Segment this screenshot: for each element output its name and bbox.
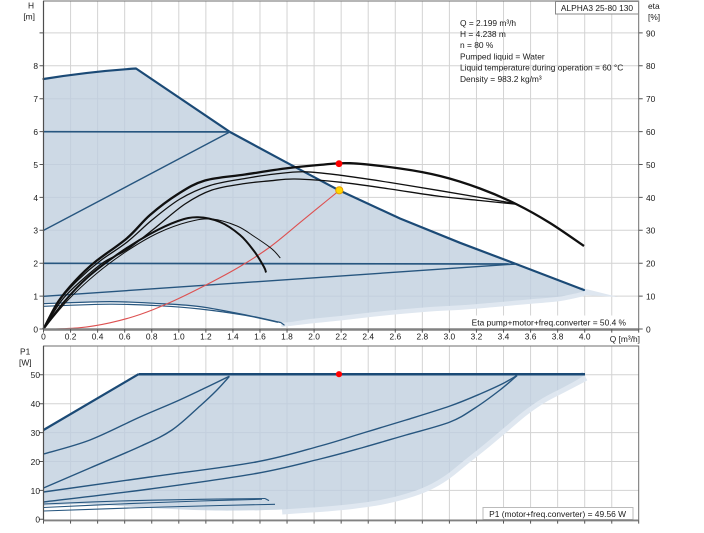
svg-text:0: 0 [646,324,651,334]
svg-text:0: 0 [35,515,40,525]
svg-text:2.2: 2.2 [335,332,347,342]
svg-text:2.6: 2.6 [389,332,401,342]
svg-text:0: 0 [41,332,46,342]
svg-text:70: 70 [646,94,656,104]
svg-text:H: H [28,1,34,11]
svg-text:40: 40 [646,193,656,203]
svg-text:0: 0 [33,324,38,334]
svg-text:[W]: [W] [19,358,32,368]
svg-text:1.4: 1.4 [227,332,239,342]
svg-text:P1: P1 [20,347,31,357]
svg-text:50: 50 [31,370,41,380]
svg-text:1.0: 1.0 [173,332,185,342]
svg-text:2.8: 2.8 [416,332,428,342]
svg-text:0.6: 0.6 [119,332,131,342]
svg-text:Q = 2.199 m³/h: Q = 2.199 m³/h [460,18,516,28]
svg-text:[m]: [m] [23,12,35,22]
svg-text:2.0: 2.0 [308,332,320,342]
svg-text:6: 6 [33,127,38,137]
svg-text:ALPHA3 25-80 130: ALPHA3 25-80 130 [561,3,634,13]
svg-text:2: 2 [33,259,38,269]
svg-text:Eta pump+motor+freq.converter: Eta pump+motor+freq.converter = 50.4 % [472,318,627,328]
svg-text:4.0: 4.0 [579,332,591,342]
svg-text:8: 8 [33,61,38,71]
svg-text:Q [m³/h]: Q [m³/h] [610,334,640,344]
svg-text:Liquid temperature during oper: Liquid temperature during operation = 60… [460,63,623,73]
svg-text:[%]: [%] [648,12,660,22]
svg-text:80: 80 [646,61,656,71]
svg-text:1.8: 1.8 [281,332,293,342]
svg-text:90: 90 [646,28,656,38]
svg-text:P1 (motor+freq.converter) = 49: P1 (motor+freq.converter) = 49.56 W [489,509,626,519]
svg-text:Pumped liquid = Water: Pumped liquid = Water [460,51,545,61]
svg-text:0.4: 0.4 [92,332,104,342]
svg-text:30: 30 [646,226,656,236]
svg-text:7: 7 [33,94,38,104]
svg-text:60: 60 [646,127,656,137]
svg-text:4: 4 [33,193,38,203]
svg-text:2.4: 2.4 [362,332,374,342]
svg-text:3.4: 3.4 [498,332,510,342]
svg-text:0.2: 0.2 [65,332,77,342]
svg-text:20: 20 [646,259,656,269]
svg-text:3.8: 3.8 [552,332,564,342]
svg-text:50: 50 [646,160,656,170]
svg-text:3.6: 3.6 [525,332,537,342]
svg-text:1.6: 1.6 [254,332,266,342]
svg-text:n = 80 %: n = 80 % [460,40,494,50]
svg-text:5: 5 [33,160,38,170]
svg-text:1.2: 1.2 [200,332,212,342]
svg-text:H = 4.238 m: H = 4.238 m [460,29,506,39]
svg-text:40: 40 [31,399,41,409]
svg-text:eta: eta [648,1,660,11]
svg-text:Density = 983.2 kg/m³: Density = 983.2 kg/m³ [460,74,542,84]
svg-text:30: 30 [31,428,41,438]
svg-text:3.0: 3.0 [444,332,456,342]
svg-text:1: 1 [33,292,38,302]
svg-text:10: 10 [31,486,41,496]
svg-text:20: 20 [31,457,41,467]
svg-text:0.8: 0.8 [146,332,158,342]
svg-text:3.2: 3.2 [471,332,483,342]
svg-text:3: 3 [33,226,38,236]
svg-text:10: 10 [646,292,656,302]
